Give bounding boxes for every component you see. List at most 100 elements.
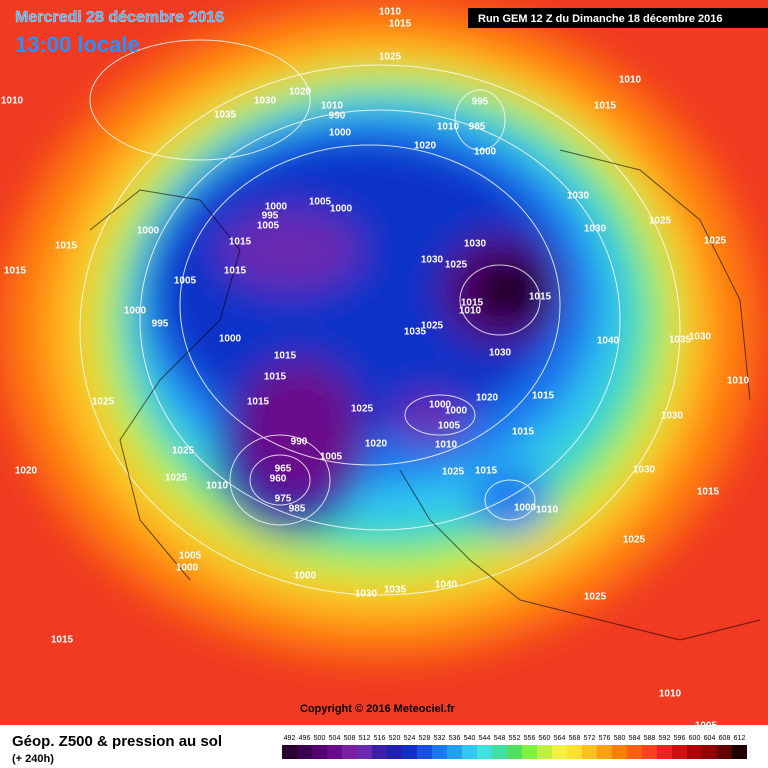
isobar-label: 1030 (254, 96, 277, 107)
scale-label: 544 (479, 735, 491, 742)
isobar-label: 1015 (461, 298, 484, 309)
isobar-label: 1000 (219, 334, 242, 345)
isobar-label: 1000 (514, 503, 537, 514)
scale-label: 532 (434, 735, 446, 742)
scale-label: 512 (359, 735, 371, 742)
isobar-label: 1025 (445, 260, 468, 271)
isobar-label: 1005 (179, 551, 202, 562)
scale-swatch (372, 745, 387, 759)
isobar-label: 1035 (404, 327, 427, 338)
isobar-label: 1005 (438, 421, 461, 432)
scale-swatch (297, 745, 312, 759)
scale-swatch (612, 745, 627, 759)
isobar-label: 1025 (172, 446, 195, 457)
isobar-label: 1035 (669, 335, 692, 346)
isobar-label: 1010 (619, 75, 642, 86)
isobar-label: 1040 (597, 336, 620, 347)
footer-title: Géop. Z500 & pression au sol (12, 733, 222, 750)
scale-swatch (477, 745, 492, 759)
scale-label: 592 (659, 735, 671, 742)
scale-swatch (342, 745, 357, 759)
scale-swatch (402, 745, 417, 759)
isobar-label: 1030 (355, 589, 378, 600)
isobar-label: 1000 (137, 226, 160, 237)
isobar-label: 1005 (174, 276, 197, 287)
isobar-label: 1040 (435, 580, 458, 591)
isobar-label: 1015 (389, 19, 412, 30)
isobar-label: 1015 (55, 241, 78, 252)
isobar-label: 985 (289, 504, 306, 515)
scale-label: 572 (584, 735, 596, 742)
isobar-label: 1030 (421, 255, 444, 266)
isobar-label: 1030 (464, 239, 487, 250)
isobar-label: 1020 (15, 466, 38, 477)
isobar-label: 1030 (689, 332, 712, 343)
scale-label: 496 (299, 735, 311, 742)
scale-label: 540 (464, 735, 476, 742)
scale-label: 500 (314, 735, 326, 742)
isobar-label: 1015 (274, 351, 297, 362)
scale-swatch (327, 745, 342, 759)
scale-swatch (282, 745, 297, 759)
isobar-label: 990 (291, 437, 308, 448)
scale-label: 552 (509, 735, 521, 742)
isobar-label: 1015 (512, 427, 535, 438)
isobar-label: 1020 (414, 141, 437, 152)
scale-swatch (462, 745, 477, 759)
isobar-label: 1015 (51, 635, 74, 646)
scale-swatch (432, 745, 447, 759)
isobar-label: 1025 (379, 52, 402, 63)
isobar-label: 1010 (206, 481, 229, 492)
isobar-label: 1010 (727, 376, 750, 387)
scale-label: 604 (704, 735, 716, 742)
scale-label: 576 (599, 735, 611, 742)
scale-label: 608 (719, 735, 731, 742)
isobar-label: 1030 (489, 348, 512, 359)
scale-swatch (552, 745, 567, 759)
scale-swatch (387, 745, 402, 759)
scale-swatch (627, 745, 642, 759)
scale-label: 536 (449, 735, 461, 742)
scale-label: 504 (329, 735, 341, 742)
isobar-label: 1015 (594, 101, 617, 112)
scale-label: 528 (419, 735, 431, 742)
isobar-label: 1015 (475, 466, 498, 477)
isobar-label: 1005 (309, 197, 332, 208)
scale-swatch (687, 745, 702, 759)
scale-swatch (717, 745, 732, 759)
isobar-label: 1025 (351, 404, 374, 415)
isobar-label: 1000 (176, 563, 199, 574)
isobar-label: 1005 (695, 721, 718, 732)
isobar-label: 1015 (224, 266, 247, 277)
isobar-label: 1010 (321, 101, 344, 112)
color-scale: 492 496 500 504 508 512 516 520 524 528 532 536 540 5… (282, 735, 747, 759)
isobar-label: 1010 (379, 7, 402, 18)
isobar-label: 1025 (421, 321, 444, 332)
scale-label: 596 (674, 735, 686, 742)
isobar-label: 1025 (584, 592, 607, 603)
scale-swatch (417, 745, 432, 759)
isobar-label: 990 (329, 111, 346, 122)
scale-label: 580 (614, 735, 626, 742)
isobar-label: 1015 (247, 397, 270, 408)
scale-label: 564 (554, 735, 566, 742)
isobar-label: 1015 (532, 391, 555, 402)
isobar-label: 1000 (474, 147, 497, 158)
scale-swatch (567, 745, 582, 759)
isobar-label: 1010 (459, 306, 482, 317)
isobar-label: 1025 (649, 216, 672, 227)
isobar-label: 995 (262, 211, 279, 222)
isobar-label: 960 (270, 474, 287, 485)
time: 13:00 locale (15, 32, 140, 57)
scale-swatch (537, 745, 552, 759)
scale-label: 600 (689, 735, 701, 742)
isobar-label: 965 (275, 464, 292, 475)
isobar-label: 1020 (365, 439, 388, 450)
isobar-label: 1015 (529, 292, 552, 303)
scale-label: 524 (404, 735, 416, 742)
scale-label: 560 (539, 735, 551, 742)
scale-swatch (357, 745, 372, 759)
isobar-label: 1000 (329, 128, 352, 139)
isobar-label: 1000 (429, 400, 452, 411)
scale-swatch (312, 745, 327, 759)
